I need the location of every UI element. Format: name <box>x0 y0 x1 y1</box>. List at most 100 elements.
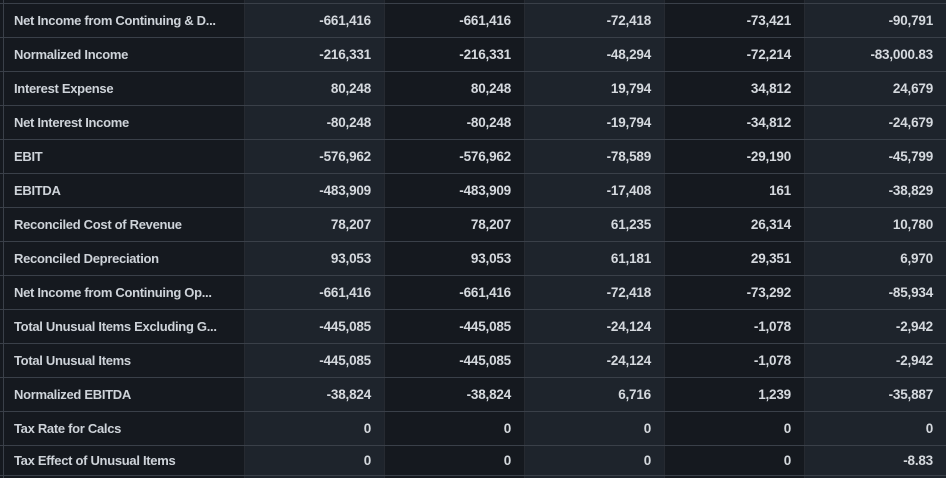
cell-value: 78,207 <box>385 208 525 241</box>
row-label: Net Income from Continuing Op... <box>0 276 245 309</box>
cell-value: -38,824 <box>385 378 525 411</box>
cell-value: -45,799 <box>805 140 946 173</box>
table-row[interactable]: EBITDA -483,909 -483,909 -17,408 161 -38,829 <box>0 174 946 208</box>
cell-value: 80,248 <box>385 72 525 105</box>
cell-value: -73,421 <box>665 4 805 37</box>
cell-value: 19,794 <box>525 72 665 105</box>
cell-value: -72,418 <box>525 276 665 309</box>
table-row[interactable]: Total Unusual Items -445,085 -445,085 -24,1… <box>0 344 946 378</box>
cell-value: 78,207 <box>245 208 385 241</box>
cell-value: 10,780 <box>805 208 946 241</box>
cell-value: 24,679 <box>805 72 946 105</box>
cell-value: 161 <box>665 174 805 207</box>
cell-value: -19,794 <box>525 106 665 139</box>
cell-value: -1,078 <box>665 310 805 343</box>
cell-value: -1,078 <box>665 344 805 377</box>
table-row[interactable]: Reconciled Depreciation 93,053 93,053 61,18… <box>0 242 946 276</box>
table-row[interactable]: Net Income from Continuing Op... -661,416… <box>0 276 946 310</box>
cell-value: -661,416 <box>245 4 385 37</box>
cell-value: -38,829 <box>805 174 946 207</box>
row-label: Total Unusual Items Excluding G... <box>0 310 245 343</box>
row-label <box>0 0 245 3</box>
cell-value: -216,331 <box>385 38 525 71</box>
table-row[interactable]: Net Income from Continuing & D... -661,41… <box>0 4 946 38</box>
row-label: Normalized EBITDA <box>0 378 245 411</box>
row-label: Net Interest Income <box>0 106 245 139</box>
cell-value: -80,248 <box>245 106 385 139</box>
cell-value: 93,053 <box>245 242 385 275</box>
cell-value: 6,716 <box>525 378 665 411</box>
cell-value: -72,418 <box>525 4 665 37</box>
cell-value: 34,812 <box>665 72 805 105</box>
cell-value: -661,416 <box>385 4 525 37</box>
cell-value: -576,962 <box>385 140 525 173</box>
cell-value: -24,679 <box>805 106 946 139</box>
table-row[interactable]: Interest Expense 80,248 80,248 19,794 34,812… <box>0 72 946 106</box>
cell-value: -24,124 <box>525 310 665 343</box>
row-label: Total Unusual Items <box>0 344 245 377</box>
cell-value: 61,181 <box>525 242 665 275</box>
row-label: Net Income from Continuing & D... <box>0 4 245 37</box>
cell-value: -34,812 <box>665 106 805 139</box>
cell-value <box>665 0 805 3</box>
cell-value: 61,235 <box>525 208 665 241</box>
cell-value: -445,085 <box>385 344 525 377</box>
cell-value: 0 <box>525 412 665 445</box>
row-label: EBITDA <box>0 174 245 207</box>
cell-value: 26,314 <box>665 208 805 241</box>
cell-value: -29,190 <box>665 140 805 173</box>
cell-value: 1,239 <box>665 378 805 411</box>
cell-value: 80,248 <box>245 72 385 105</box>
cell-value: -38,824 <box>245 378 385 411</box>
cell-value: -80,248 <box>385 106 525 139</box>
cell-value: 93,053 <box>385 242 525 275</box>
row-label <box>0 476 245 478</box>
cell-value <box>385 0 525 3</box>
cell-value: -83,000.83 <box>805 38 946 71</box>
cell-value: -445,085 <box>245 310 385 343</box>
cell-value: -2,942 <box>805 310 946 343</box>
cell-value: 0 <box>385 446 525 475</box>
cell-value: -73,292 <box>665 276 805 309</box>
row-label: EBIT <box>0 140 245 173</box>
row-label: Normalized Income <box>0 38 245 71</box>
table-row-fragment-bottom <box>0 476 946 478</box>
cell-value: -35,887 <box>805 378 946 411</box>
cell-value: 0 <box>805 412 946 445</box>
cell-value: 0 <box>665 412 805 445</box>
cell-value <box>525 476 665 478</box>
cell-value: -2,942 <box>805 344 946 377</box>
cell-value: 0 <box>665 446 805 475</box>
cell-value: -445,085 <box>385 310 525 343</box>
cell-value: -48,294 <box>525 38 665 71</box>
table-row[interactable]: Tax Effect of Unusual Items 0 0 0 0 -8.83 <box>0 446 946 476</box>
table-row[interactable]: Normalized Income -216,331 -216,331 -48,294… <box>0 38 946 72</box>
cell-value <box>805 0 946 3</box>
cell-value: -445,085 <box>245 344 385 377</box>
cell-value: -576,962 <box>245 140 385 173</box>
cell-value: 0 <box>245 446 385 475</box>
cell-value: -483,909 <box>245 174 385 207</box>
table-row[interactable]: Reconciled Cost of Revenue 78,207 78,207 61… <box>0 208 946 242</box>
cell-value: -78,589 <box>525 140 665 173</box>
table-row-fragment-top <box>0 0 946 4</box>
cell-value: -85,934 <box>805 276 946 309</box>
cell-value <box>385 476 525 478</box>
table-row[interactable]: Net Interest Income -80,248 -80,248 -19,794… <box>0 106 946 140</box>
table-row[interactable]: Tax Rate for Calcs 0 0 0 0 0 <box>0 412 946 446</box>
row-label: Interest Expense <box>0 72 245 105</box>
table-row[interactable]: Total Unusual Items Excluding G... -445,0… <box>0 310 946 344</box>
row-label: Reconciled Cost of Revenue <box>0 208 245 241</box>
table-row[interactable]: Normalized EBITDA -38,824 -38,824 6,716 1,23… <box>0 378 946 412</box>
cell-value: -72,214 <box>665 38 805 71</box>
cell-value: -90,791 <box>805 4 946 37</box>
cell-value: -216,331 <box>245 38 385 71</box>
cell-value <box>245 0 385 3</box>
table-row[interactable]: EBIT -576,962 -576,962 -78,589 -29,190 -45,79… <box>0 140 946 174</box>
cell-value: -24,124 <box>525 344 665 377</box>
cell-value: -661,416 <box>245 276 385 309</box>
cell-value: -483,909 <box>385 174 525 207</box>
cell-value: -17,408 <box>525 174 665 207</box>
cell-value: 0 <box>245 412 385 445</box>
